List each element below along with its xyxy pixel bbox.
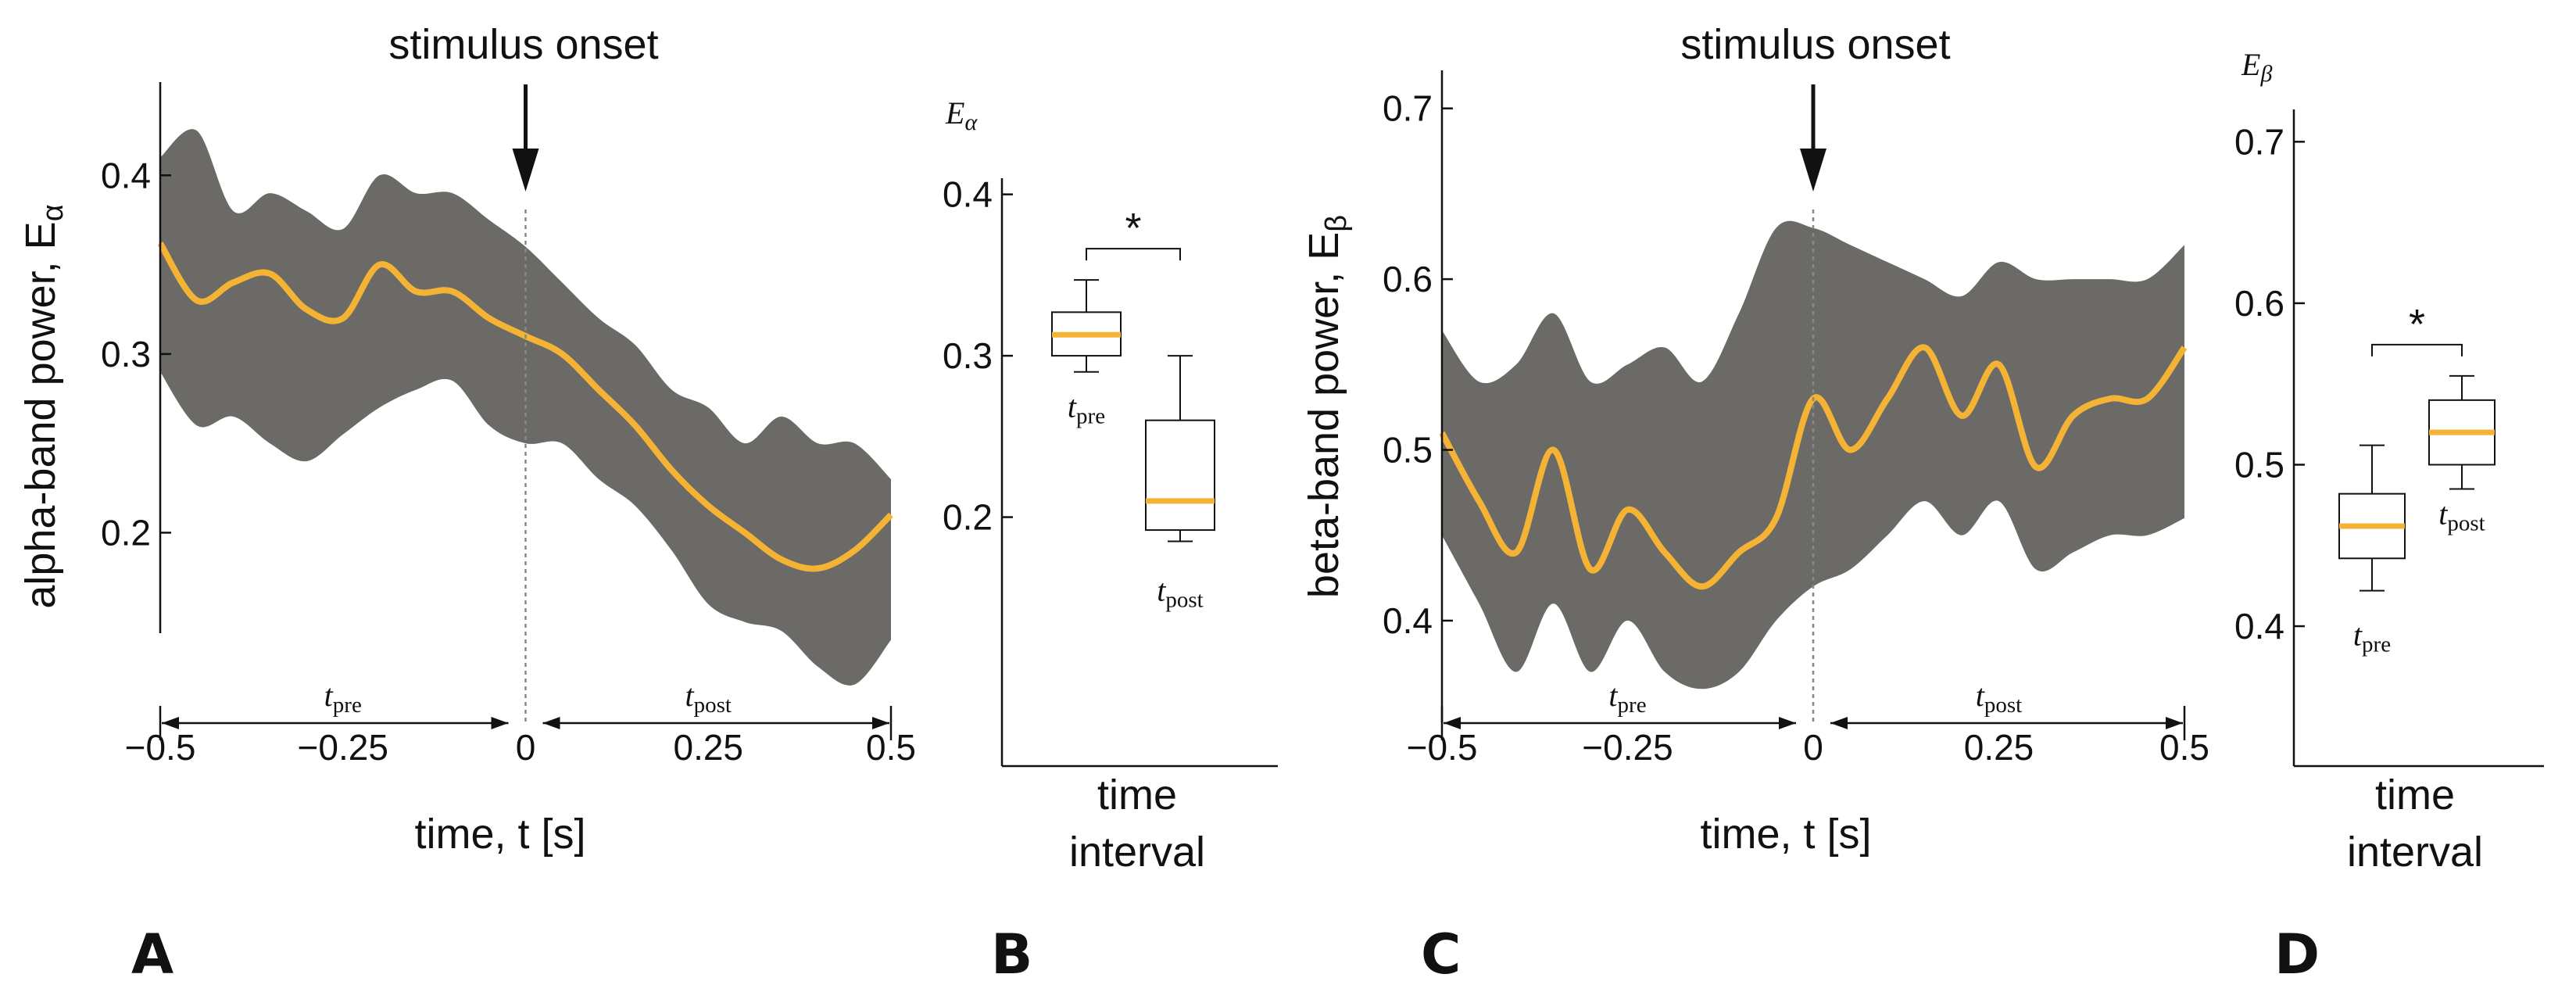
y-axis-label-b: Eα — [945, 95, 978, 135]
significance-star-b: * — [1125, 205, 1141, 252]
stimulus-onset-label-a: stimulus onset — [388, 21, 658, 68]
x-tick-label-a: 0.25 — [673, 727, 743, 768]
plot-area-d: 0.4 0.5 0.6 0.7 tpre tpost * — [2234, 109, 2544, 768]
y-tick-label-d: 0.7 — [2234, 121, 2284, 162]
y-tick-label-c: 0.5 — [1383, 430, 1433, 471]
x-axis-label-a: time, t [s] — [414, 811, 585, 858]
x-axis-label-d-line2: interval — [2347, 829, 2483, 876]
onset-arrow-head-a — [512, 149, 539, 192]
x-axis-label-b-line2: interval — [1069, 829, 1205, 876]
panel-label-b: B — [991, 922, 1032, 987]
interval-post-head-right-a — [872, 717, 889, 729]
interval-post-head-right-c — [2166, 717, 2183, 729]
interval-pre-head-right-a — [491, 717, 509, 729]
x-tick-label-a: −0.25 — [298, 727, 388, 768]
x-tick-label-c: 0 — [1803, 727, 1823, 768]
y-tick-label-a: 0.2 — [101, 512, 151, 553]
panel-label-d: D — [2274, 922, 2320, 987]
significance-bracket-d — [2371, 343, 2463, 356]
x-tick-label-c: 0.25 — [1964, 727, 2034, 768]
panel-c: stimulus onset time, t [s] beta-band pow… — [1301, 21, 2209, 858]
box-label-post-d: tpost — [2438, 496, 2485, 535]
x-axis-label-b-line1: time — [1097, 772, 1177, 818]
y-tick-label-d: 0.6 — [2234, 283, 2284, 324]
y-tick-label-a: 0.3 — [101, 334, 151, 374]
interval-pre-head-left-c — [1444, 717, 1461, 729]
y-tick-label-b: 0.3 — [943, 335, 993, 376]
box-label-post-b: tpost — [1157, 573, 1203, 613]
significance-star-d: * — [2409, 301, 2425, 348]
y-tick-label-c: 0.7 — [1383, 88, 1433, 129]
x-axis-label-d-line1: time — [2375, 772, 2455, 818]
panel-d: Eβ time interval 0.4 0.5 0.6 0.7 tpre tpost * — [2234, 47, 2544, 876]
interval-pre-label-a: tpre — [324, 678, 362, 718]
x-tick-label-a: 0 — [516, 727, 536, 768]
panel-label-a: A — [131, 922, 174, 987]
y-tick-label-d: 0.5 — [2234, 444, 2284, 485]
interval-pre-label-c: tpre — [1608, 678, 1646, 718]
interval-pre-head-left-a — [162, 717, 179, 729]
interval-post-label-c: tpost — [1976, 678, 2022, 718]
x-axis-label-c: time, t [s] — [1700, 811, 1871, 858]
y-tick-label-b: 0.2 — [943, 497, 993, 538]
onset-arrow-head-c — [1800, 149, 1826, 192]
box-label-pre-b: tpre — [1068, 389, 1105, 429]
interval-post-head-left-c — [1830, 717, 1848, 729]
y-axis-label-d: Eβ — [2241, 47, 2272, 87]
plot-area-b: 0.2 0.3 0.4 tpre tpost * — [943, 174, 1278, 768]
y-tick-label-c: 0.4 — [1383, 600, 1433, 641]
box-label-pre-d: tpre — [2353, 618, 2391, 657]
interval-pre-head-right-c — [1779, 717, 1796, 729]
significance-bracket-b — [1086, 248, 1181, 261]
stimulus-onset-label-c: stimulus onset — [1680, 21, 1950, 68]
panel-a: stimulus onset time, t [s] alpha-band po… — [17, 21, 916, 858]
interval-post-head-left-a — [542, 717, 560, 729]
y-tick-label-d: 0.4 — [2234, 606, 2284, 646]
y-tick-label-a: 0.4 — [101, 155, 151, 195]
y-tick-label-b: 0.4 — [943, 174, 993, 215]
y-tick-label-c: 0.6 — [1383, 259, 1433, 299]
x-tick-label-c: −0.25 — [1582, 727, 1673, 768]
y-axis-label-c: beta-band power, Eβ — [1301, 215, 1353, 598]
box-post-b — [1145, 419, 1215, 532]
panel-b: Eα time interval 0.2 0.3 0.4 tpre tpost * — [943, 95, 1278, 876]
interval-post-label-a: tpost — [685, 678, 732, 718]
y-axis-label-a: alpha-band power, Eα — [17, 204, 70, 608]
mean-line-c — [1439, 344, 2188, 590]
panel-label-c: C — [1421, 922, 1461, 987]
